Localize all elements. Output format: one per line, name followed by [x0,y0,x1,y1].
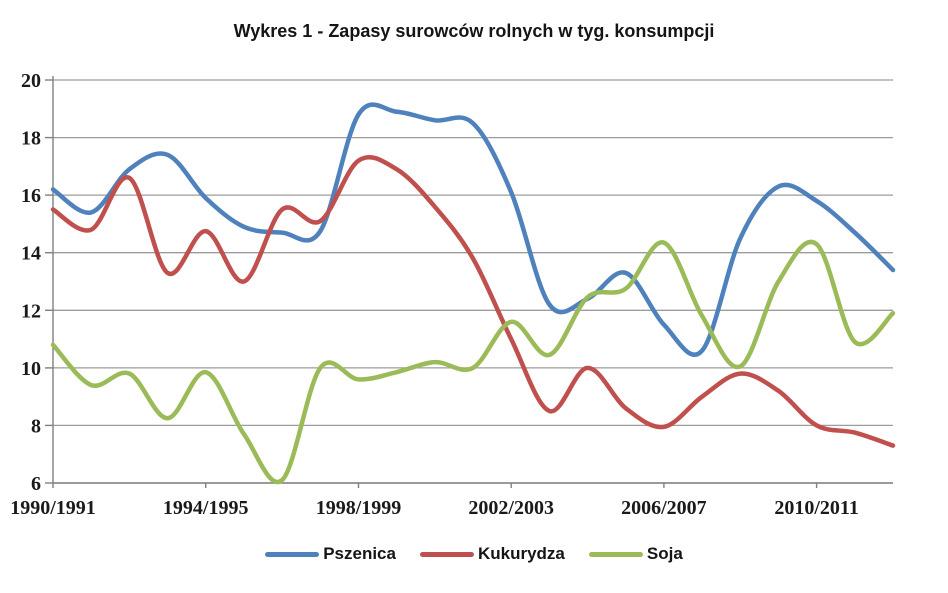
y-tick-label: 16 [21,185,41,207]
x-tick-label: 1998/1999 [316,497,402,519]
legend-label: Kukurydza [477,544,565,563]
y-tick-label: 10 [21,358,41,380]
y-tick-label: 8 [31,415,41,437]
legend-item-soja: Soja [588,544,683,564]
series-line-pszenica [50,102,896,357]
legend-label: Soja [646,544,683,563]
legend-line-swatch [588,551,643,557]
y-tick-label: 20 [21,70,41,92]
x-tick-label: 2002/2003 [468,497,554,519]
chart-title: Wykres 1 - Zapasy surowców rolnych w tyg… [233,21,715,41]
series-line-kukurydza [50,155,896,448]
legend-item-pszenica: Pszenica [265,544,396,564]
x-tick-label: 1990/1991 [10,497,96,519]
x-tick-label: 2006/2007 [621,497,707,519]
plot-area: 6 8 10 12 14 16 18 20 1990/1991 1994/1995 1998/199… [10,70,896,519]
legend-item-kukurydza: Kukurydza [419,544,565,564]
y-tick-label: 18 [21,128,41,150]
x-tick-label: 2010/2011 [774,497,858,519]
legend-label: Pszenica [323,544,396,563]
legend-line-swatch [265,551,320,557]
series-line-soja [50,239,896,485]
x-tick-label: 1994/1995 [163,497,249,519]
legend-line-swatch [419,551,474,557]
y-tick-label: 6 [31,473,41,495]
y-tick-label: 12 [21,300,41,322]
legend: Pszenica Kukurydza Soja [0,544,948,564]
y-tick-label: 14 [21,243,41,265]
